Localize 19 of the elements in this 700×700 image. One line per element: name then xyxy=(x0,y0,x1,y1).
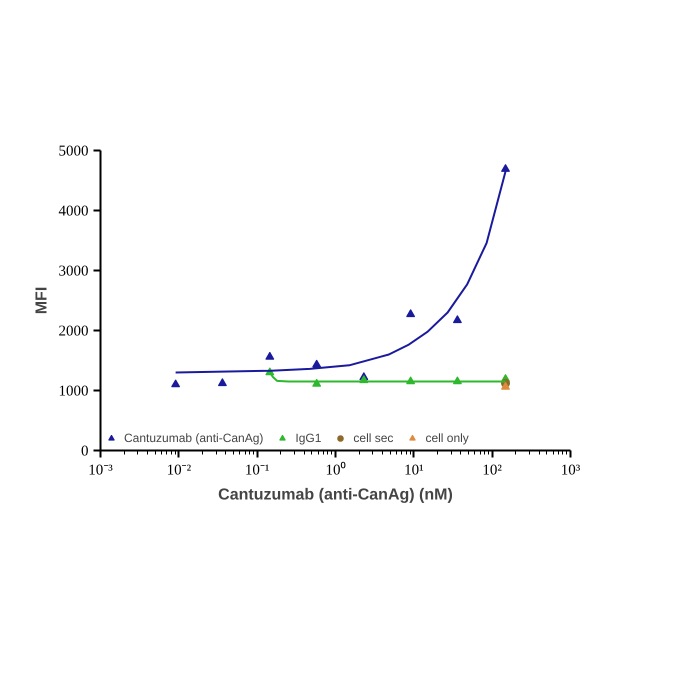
x-axis-title: Cantuzumab (anti-CanAg) (nM) xyxy=(218,486,453,504)
x-tick-label: 10² xyxy=(482,462,502,478)
x-tick-label: 10⁰ xyxy=(326,462,346,478)
y-tick-label: 3000 xyxy=(58,264,88,280)
legend-label: IgG1 xyxy=(295,431,322,445)
x-tick-label: 10¹ xyxy=(404,462,424,478)
x-tick-label: 10⁻¹ xyxy=(244,462,270,478)
x-tick-label: 10⁻² xyxy=(166,462,192,478)
y-tick-label: 1000 xyxy=(58,384,88,400)
x-tick-label: 10⁻³ xyxy=(88,462,114,478)
y-axis-title: MFI xyxy=(34,286,50,314)
legend-label: Cantuzumab (anti-CanAg) xyxy=(124,431,264,445)
y-tick-label: 2000 xyxy=(58,324,88,340)
y-tick-label: 5000 xyxy=(58,144,88,160)
legend-label: cell sec xyxy=(353,431,394,445)
x-tick-label: 10³ xyxy=(560,462,581,478)
y-tick-label: 0 xyxy=(81,444,88,460)
legend-label: cell only xyxy=(425,431,469,445)
y-tick-label: 4000 xyxy=(58,204,88,220)
